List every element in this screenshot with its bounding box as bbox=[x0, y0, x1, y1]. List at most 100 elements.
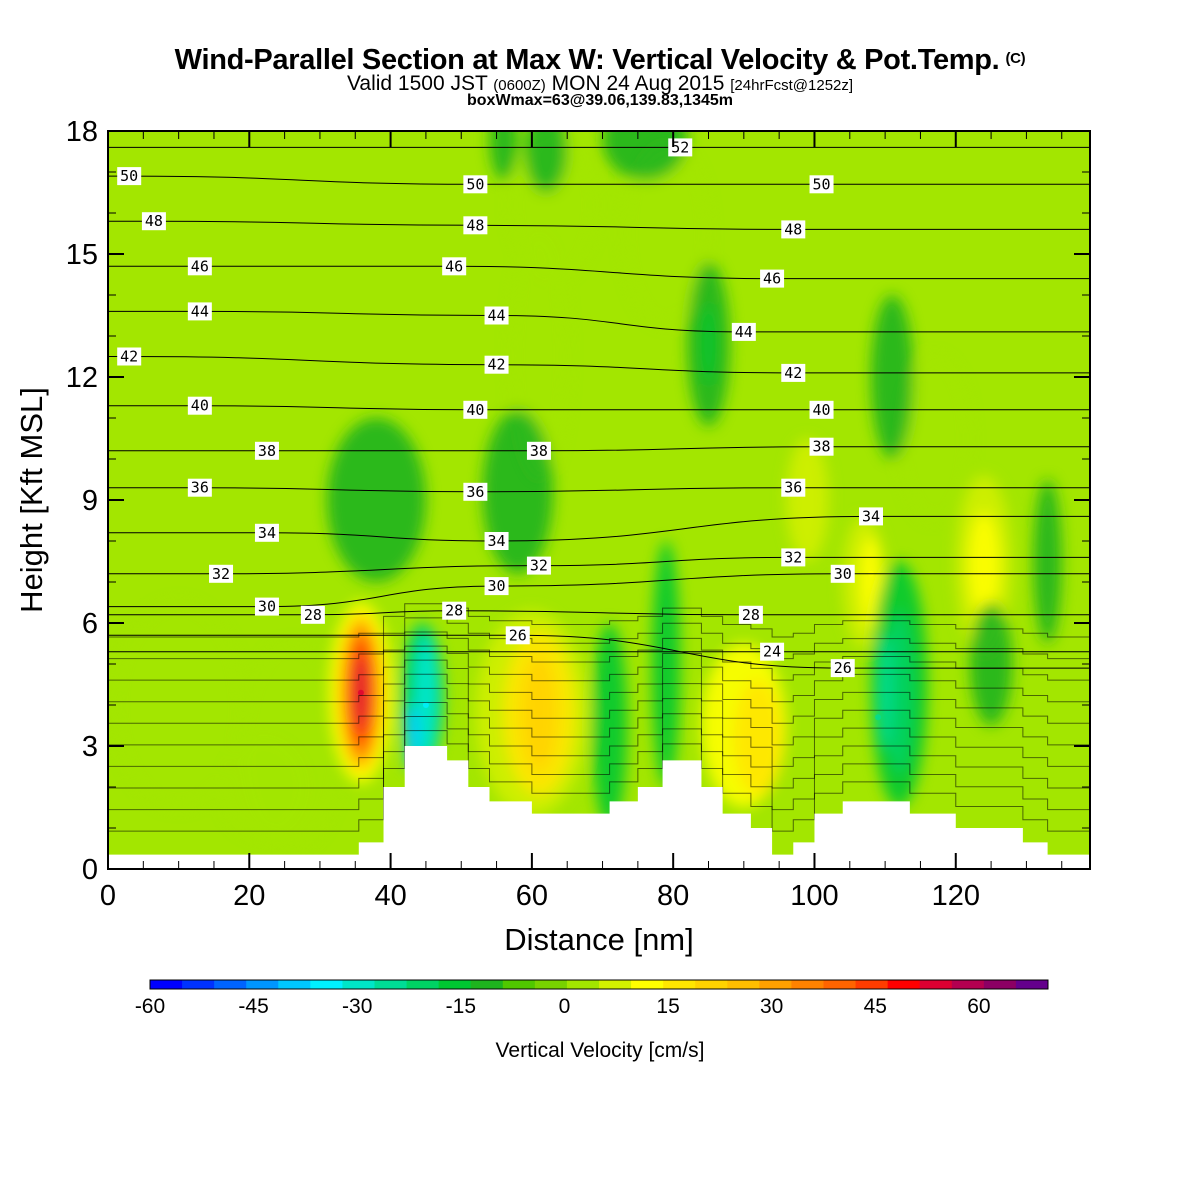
colorbar-swatch-6 bbox=[342, 980, 375, 989]
y-tick-label-0: 0 bbox=[82, 854, 98, 886]
theta-label-44: 44 bbox=[735, 323, 753, 341]
y-tick-label-9: 9 bbox=[82, 485, 98, 517]
theta-label-box-14 bbox=[484, 355, 509, 374]
theta-label-box-4 bbox=[141, 212, 166, 231]
theta-label-38: 38 bbox=[258, 442, 276, 460]
colorbar-swatch-13 bbox=[566, 980, 600, 989]
colorbar-swatch-23 bbox=[887, 980, 921, 989]
theta-label-36: 36 bbox=[191, 479, 209, 497]
terrain-profile bbox=[108, 746, 1090, 869]
theta-label-30: 30 bbox=[834, 565, 852, 583]
theta-label-26: 26 bbox=[509, 626, 527, 644]
colorbar-title: Vertical Velocity [cm/s] bbox=[496, 1039, 705, 1062]
theta-label-box-28 bbox=[209, 564, 234, 583]
colorbar-swatch-21 bbox=[823, 980, 857, 989]
theta-label-box-17 bbox=[463, 400, 488, 419]
theta-contour-50 bbox=[108, 175, 1090, 185]
colorbar-swatch-16 bbox=[663, 980, 696, 989]
y-axis-title: Height [Kft MSL] bbox=[14, 387, 49, 613]
colorbar: -60 -45 -30 -15 0 15 30 45 60 Vertical Velocity [… bbox=[135, 979, 1049, 1062]
chart-box-info: boxWmax=63@39.06,139.83,1345m bbox=[467, 92, 733, 109]
theta-label-32: 32 bbox=[212, 565, 230, 583]
colorbar-swatch-7 bbox=[374, 980, 408, 989]
theta-label-box-13 bbox=[117, 347, 142, 366]
theta-label-28: 28 bbox=[445, 602, 463, 620]
theta-label-box-39 bbox=[760, 642, 785, 661]
theta-label-46: 46 bbox=[191, 257, 209, 275]
theta-contour-28 bbox=[108, 610, 1090, 616]
y-tick-label-18: 18 bbox=[66, 116, 98, 148]
theta-contour-low-1 bbox=[108, 716, 1090, 811]
theta-label-box-24 bbox=[781, 478, 806, 497]
theta-label-box-25 bbox=[254, 523, 279, 542]
theta-label-box-37 bbox=[505, 626, 530, 645]
theta-label-26: 26 bbox=[834, 659, 852, 677]
colorbar-swatch-15 bbox=[631, 980, 664, 989]
theta-contour-38 bbox=[108, 446, 1090, 452]
theta-contour-low-4 bbox=[108, 673, 1090, 746]
colorbar-swatch-14 bbox=[599, 980, 632, 989]
theta-label-44: 44 bbox=[191, 302, 209, 320]
theta-label-box-32 bbox=[484, 577, 509, 596]
colorbar-swatch-1 bbox=[182, 980, 215, 989]
colorbar-tick-label--45: -45 bbox=[238, 995, 268, 1018]
theta-label-box-26 bbox=[484, 532, 509, 550]
theta-label-42: 42 bbox=[120, 348, 138, 366]
theta-label-40: 40 bbox=[191, 397, 209, 415]
theta-label-box-1 bbox=[117, 167, 142, 186]
colorbar-tick-label-30: 30 bbox=[760, 995, 783, 1018]
theta-label-30: 30 bbox=[488, 577, 506, 595]
theta-label-box-27 bbox=[858, 507, 883, 526]
theta-label-46: 46 bbox=[445, 257, 463, 275]
colorbar-swatch-18 bbox=[727, 980, 760, 989]
theta-contour-labels: 52 50 50 50 48 48 48 46 46 46 44 44 44 42 42 42 40 40 40 38… bbox=[117, 138, 883, 678]
theta-label-box-0 bbox=[668, 138, 693, 157]
x-tick-label-80: 80 bbox=[657, 880, 689, 912]
theta-contour-low-3 bbox=[108, 687, 1090, 767]
theta-contour-low-6 bbox=[108, 645, 1090, 703]
theta-label-box-15 bbox=[781, 363, 806, 382]
colorbar-tick-label--30: -30 bbox=[342, 995, 372, 1018]
colorbar-swatch-2 bbox=[214, 980, 247, 989]
theta-label-50: 50 bbox=[813, 175, 831, 193]
colorbar-swatch-4 bbox=[278, 980, 311, 989]
x-tick-label-40: 40 bbox=[374, 880, 406, 912]
colorbar-swatch-25 bbox=[951, 980, 985, 989]
theta-contour-low-2 bbox=[108, 701, 1090, 789]
theta-label-box-29 bbox=[526, 556, 551, 575]
colorbar-swatch-3 bbox=[246, 980, 279, 989]
theta-label-32: 32 bbox=[530, 557, 548, 575]
theta-label-38: 38 bbox=[813, 438, 831, 456]
colorbar-swatch-17 bbox=[695, 980, 728, 989]
theta-label-30: 30 bbox=[258, 598, 276, 616]
theta-label-box-8 bbox=[442, 257, 467, 276]
theta-label-box-22 bbox=[187, 478, 212, 497]
colorbar-swatch-12 bbox=[534, 980, 568, 989]
theta-label-box-21 bbox=[809, 437, 834, 456]
theta-label-48: 48 bbox=[145, 212, 163, 230]
colorbar-swatch-9 bbox=[438, 980, 472, 989]
theta-label-box-19 bbox=[254, 441, 279, 460]
theta-label-28: 28 bbox=[304, 606, 322, 624]
y-tick-label-3: 3 bbox=[82, 731, 98, 763]
theta-label-box-11 bbox=[484, 306, 509, 325]
colorbar-swatch-10 bbox=[470, 980, 504, 989]
theta-label-42: 42 bbox=[784, 364, 802, 382]
theta-label-36: 36 bbox=[784, 479, 802, 497]
theta-label-50: 50 bbox=[120, 167, 138, 185]
colorbar-swatch-19 bbox=[759, 980, 792, 989]
theta-label-40: 40 bbox=[466, 401, 484, 419]
colorbar-swatch-0 bbox=[150, 980, 183, 989]
theta-label-box-31 bbox=[254, 597, 279, 616]
x-tick-label-120: 120 bbox=[932, 880, 980, 912]
theta-label-36: 36 bbox=[466, 483, 484, 501]
theta-label-box-3 bbox=[809, 175, 834, 194]
theta-label-box-34 bbox=[300, 605, 325, 624]
colorbar-swatch-5 bbox=[310, 980, 343, 989]
theta-label-32: 32 bbox=[784, 548, 802, 566]
colorbar-tick-label-15: 15 bbox=[656, 995, 679, 1018]
velocity-feature-0 bbox=[357, 689, 364, 696]
velocity-feature-2 bbox=[535, 710, 542, 717]
x-tick-label-60: 60 bbox=[516, 880, 548, 912]
